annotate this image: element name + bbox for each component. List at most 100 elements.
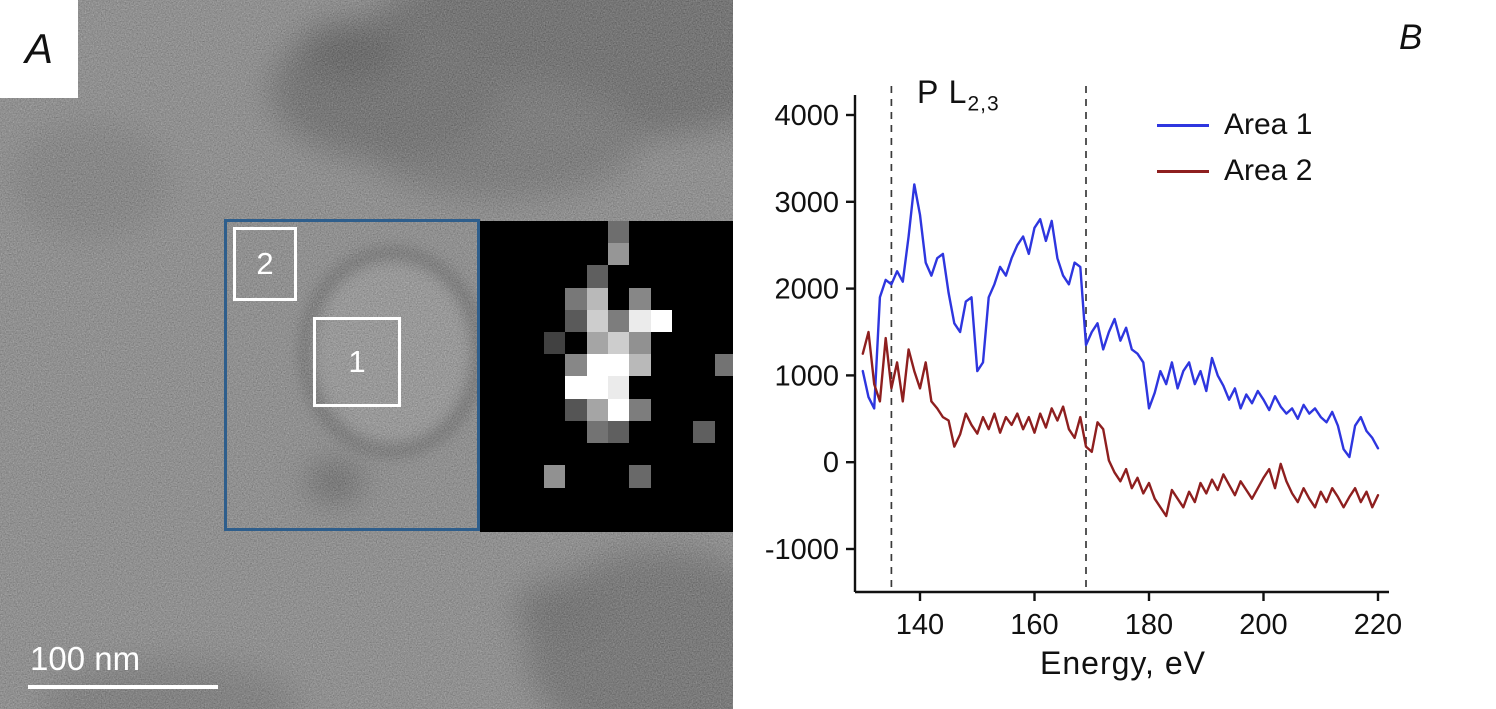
- map-pixel: [565, 287, 587, 310]
- map-pixel: [714, 487, 733, 510]
- map-pixel: [672, 332, 694, 355]
- y-tick-label: 2000: [774, 274, 839, 306]
- tem-image: [0, 0, 733, 709]
- map-pixel: [501, 376, 523, 399]
- map-pixel: [608, 243, 630, 266]
- map-pixel: [565, 309, 587, 333]
- map-pixel: [629, 309, 651, 333]
- map-pixel: [586, 509, 608, 532]
- map-pixel: [608, 376, 630, 399]
- map-pixel: [714, 309, 733, 333]
- map-pixel: [714, 265, 733, 288]
- map-pixel: [586, 287, 608, 310]
- map-pixel: [608, 398, 630, 421]
- spectrum-panel: 4000 3000 2000 1000 0 -1000 140 160 180 200 220 P …: [733, 0, 1496, 709]
- x-tick-label: 160: [1010, 609, 1058, 641]
- map-pixel: [522, 398, 544, 421]
- panel-a-label: A: [24, 25, 53, 72]
- map-pixel: [629, 376, 651, 399]
- map-pixel: [629, 265, 651, 288]
- map-pixel: [522, 221, 544, 244]
- map-pixel: [672, 420, 694, 444]
- map-pixel: [565, 509, 587, 532]
- map-pixel: [650, 376, 672, 399]
- map-pixel: [522, 509, 544, 532]
- map-pixel: [586, 420, 608, 444]
- map-pixel: [672, 487, 694, 510]
- tem-panel: A 2 1 100 nm: [0, 0, 733, 709]
- scale-bar: [28, 685, 218, 689]
- map-pixel: [501, 309, 523, 333]
- map-pixel: [693, 287, 715, 310]
- map-pixel: [522, 287, 544, 310]
- map-pixel: [544, 265, 566, 288]
- eels-chart: 4000 3000 2000 1000 0 -1000 140 160 180 200 220: [765, 86, 1402, 641]
- map-pixel: [650, 398, 672, 421]
- map-pixel: [714, 398, 733, 421]
- map-pixel: [565, 398, 587, 421]
- map-pixel: [522, 265, 544, 288]
- map-pixel: [629, 354, 651, 377]
- map-pixel: [693, 398, 715, 421]
- map-pixel: [650, 443, 672, 466]
- map-pixel: [501, 243, 523, 266]
- y-tick-label: 4000: [774, 100, 839, 132]
- map-pixel: [544, 420, 566, 444]
- panel-a-label-box: A: [0, 0, 78, 98]
- map-pixel: [693, 420, 715, 444]
- map-pixel: [480, 332, 502, 355]
- map-pixel: [480, 420, 502, 444]
- map-pixel: [501, 287, 523, 310]
- map-pixel: [586, 398, 608, 421]
- map-pixel: [650, 487, 672, 510]
- map-pixel: [693, 465, 715, 488]
- y-tick-label: 3000: [774, 187, 839, 219]
- map-pixel: [629, 420, 651, 444]
- map-pixel: [565, 443, 587, 466]
- map-pixel: [714, 376, 733, 399]
- map-pixel: [629, 487, 651, 510]
- map-pixel: [565, 221, 587, 244]
- map-pixel: [480, 309, 502, 333]
- map-pixel: [693, 376, 715, 399]
- map-pixel: [522, 420, 544, 444]
- map-pixel: [544, 443, 566, 466]
- map-pixel: [714, 332, 733, 355]
- map-pixel: [608, 332, 630, 355]
- map-pixel: [629, 332, 651, 355]
- map-pixel: [608, 443, 630, 466]
- map-pixel: [629, 243, 651, 266]
- map-pixel: [629, 398, 651, 421]
- map-pixel: [714, 243, 733, 266]
- map-pixel: [480, 398, 502, 421]
- x-tick-label: 140: [896, 609, 944, 641]
- map-pixel: [544, 465, 566, 488]
- map-pixel: [629, 221, 651, 244]
- map-pixel: [565, 376, 587, 399]
- map-pixel: [608, 354, 630, 377]
- map-pixel: [522, 309, 544, 333]
- map-pixel: [693, 265, 715, 288]
- map-pixel: [501, 509, 523, 532]
- map-pixel: [650, 243, 672, 266]
- map-pixel: [480, 287, 502, 310]
- map-pixel: [501, 354, 523, 377]
- map-pixel: [565, 465, 587, 488]
- map-pixel: [672, 354, 694, 377]
- map-pixel: [586, 443, 608, 466]
- map-pixel: [650, 420, 672, 444]
- map-pixel: [522, 332, 544, 355]
- map-pixel: [672, 243, 694, 266]
- map-pixel: [608, 221, 630, 244]
- map-pixel: [672, 465, 694, 488]
- map-pixel: [480, 221, 502, 244]
- map-pixel: [672, 265, 694, 288]
- map-pixel: [586, 243, 608, 266]
- map-pixel: [522, 376, 544, 399]
- map-pixel: [608, 487, 630, 510]
- map-pixel: [501, 420, 523, 444]
- map-pixel: [586, 265, 608, 288]
- legend: Area 1 Area 2: [1157, 108, 1312, 188]
- map-pixel: [650, 287, 672, 310]
- chart-annotation-text: P L: [917, 74, 968, 110]
